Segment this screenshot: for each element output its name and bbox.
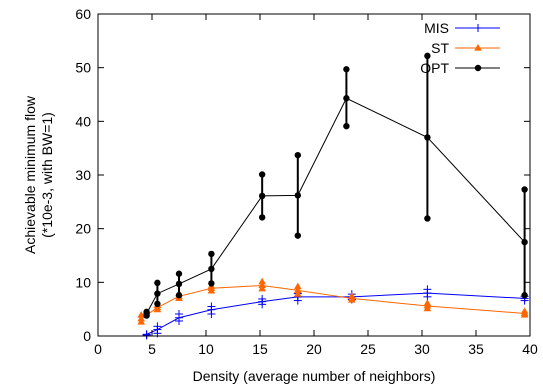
opt-error-low-8 <box>521 292 528 299</box>
opt-point-5 <box>294 192 301 199</box>
x-tick-label-3: 15 <box>252 341 268 357</box>
x-tick-label-4: 20 <box>306 341 322 357</box>
opt-error-high-6 <box>343 66 350 73</box>
y-tick-label-2: 20 <box>75 221 91 237</box>
legend-label-mis: MIS <box>424 20 449 36</box>
mis-point-4 <box>258 297 267 306</box>
x-axis-label: Density (average number of neighbors) <box>193 368 436 384</box>
y-tick-label-4: 40 <box>75 113 91 129</box>
plot-layer <box>137 52 529 340</box>
y-axis-label: Achievable minimum flow <box>22 95 38 254</box>
series-st <box>137 277 529 325</box>
st-point-4 <box>258 281 266 289</box>
opt-error-low-2 <box>175 292 183 299</box>
mis-point-7 <box>423 289 432 298</box>
st-point-7 <box>423 301 432 309</box>
opt-error-high-4 <box>258 171 266 178</box>
mis-point-0 <box>142 330 151 339</box>
opt-error-low-3 <box>208 280 215 287</box>
y-axis-label-2: (*10e-3, with BW=1) <box>39 112 55 238</box>
st-error-high-4 <box>258 277 266 285</box>
x-tick-label-6: 30 <box>414 341 430 357</box>
opt-line <box>146 97 525 314</box>
legend-label-st: ST <box>431 40 449 56</box>
tick-layer: 0 5 10 15 20 25 30 35 40 0 10 20 30 40 50 60 <box>75 6 538 357</box>
opt-point-8 <box>521 238 528 246</box>
st-point-8 <box>520 309 529 317</box>
x-tick-label-5: 25 <box>360 341 376 357</box>
opt-error-high-3 <box>208 250 215 258</box>
opt-point-1 <box>154 290 161 297</box>
opt-error-low-5 <box>294 232 301 239</box>
st-point-3 <box>207 284 216 291</box>
mis-point-3 <box>207 305 216 314</box>
legend-marker-opt <box>474 64 482 72</box>
opt-error-low-6 <box>343 122 350 130</box>
st-point-6 <box>348 294 356 302</box>
y-tick-label-6: 60 <box>75 6 91 22</box>
y-tick-label-3: 30 <box>75 167 91 183</box>
x-tick-label-2: 10 <box>198 341 214 357</box>
st-line <box>140 285 525 320</box>
x-tick-label-1: 5 <box>148 341 156 357</box>
series-mis <box>142 285 529 340</box>
plot-frame <box>97 13 531 337</box>
opt-error-low-1 <box>154 300 161 307</box>
legend-label-opt: OPT <box>420 60 449 76</box>
opt-error-low-4 <box>258 214 266 221</box>
x-tick-label-8: 40 <box>522 341 538 357</box>
opt-error-high-8 <box>521 186 528 193</box>
opt-error-high-1 <box>154 279 161 287</box>
opt-point-7 <box>424 134 431 141</box>
opt-error-low-7 <box>424 215 431 222</box>
st-error-high-5 <box>294 282 302 290</box>
opt-point-2 <box>175 280 183 288</box>
opt-error-high-2 <box>175 270 183 277</box>
opt-point-0 <box>143 310 150 317</box>
st-point-0 <box>137 314 145 322</box>
legend-marker-st <box>474 44 482 51</box>
opt-point-4 <box>258 192 266 200</box>
st-point-5 <box>294 286 302 293</box>
y-tick-label-0: 0 <box>83 328 91 344</box>
opt-error-high-5 <box>294 151 301 159</box>
mis-line <box>146 292 525 335</box>
mis-point-1 <box>153 325 162 334</box>
series-opt <box>143 52 528 319</box>
mis-point-2 <box>175 313 183 322</box>
opt-error-high-7 <box>424 52 431 60</box>
y-tick-label-5: 50 <box>75 60 91 76</box>
opt-point-6 <box>343 95 350 102</box>
st-error-low-5 <box>294 290 302 297</box>
legend: MIS ST OPT <box>420 20 500 76</box>
legend-marker-mis <box>474 24 482 32</box>
opt-point-3 <box>208 265 215 273</box>
st-error-high-0 <box>137 311 145 318</box>
y-tick-label-1: 10 <box>75 274 91 290</box>
x-tick-label-7: 35 <box>468 341 484 357</box>
x-tick-label-0: 0 <box>94 341 102 357</box>
